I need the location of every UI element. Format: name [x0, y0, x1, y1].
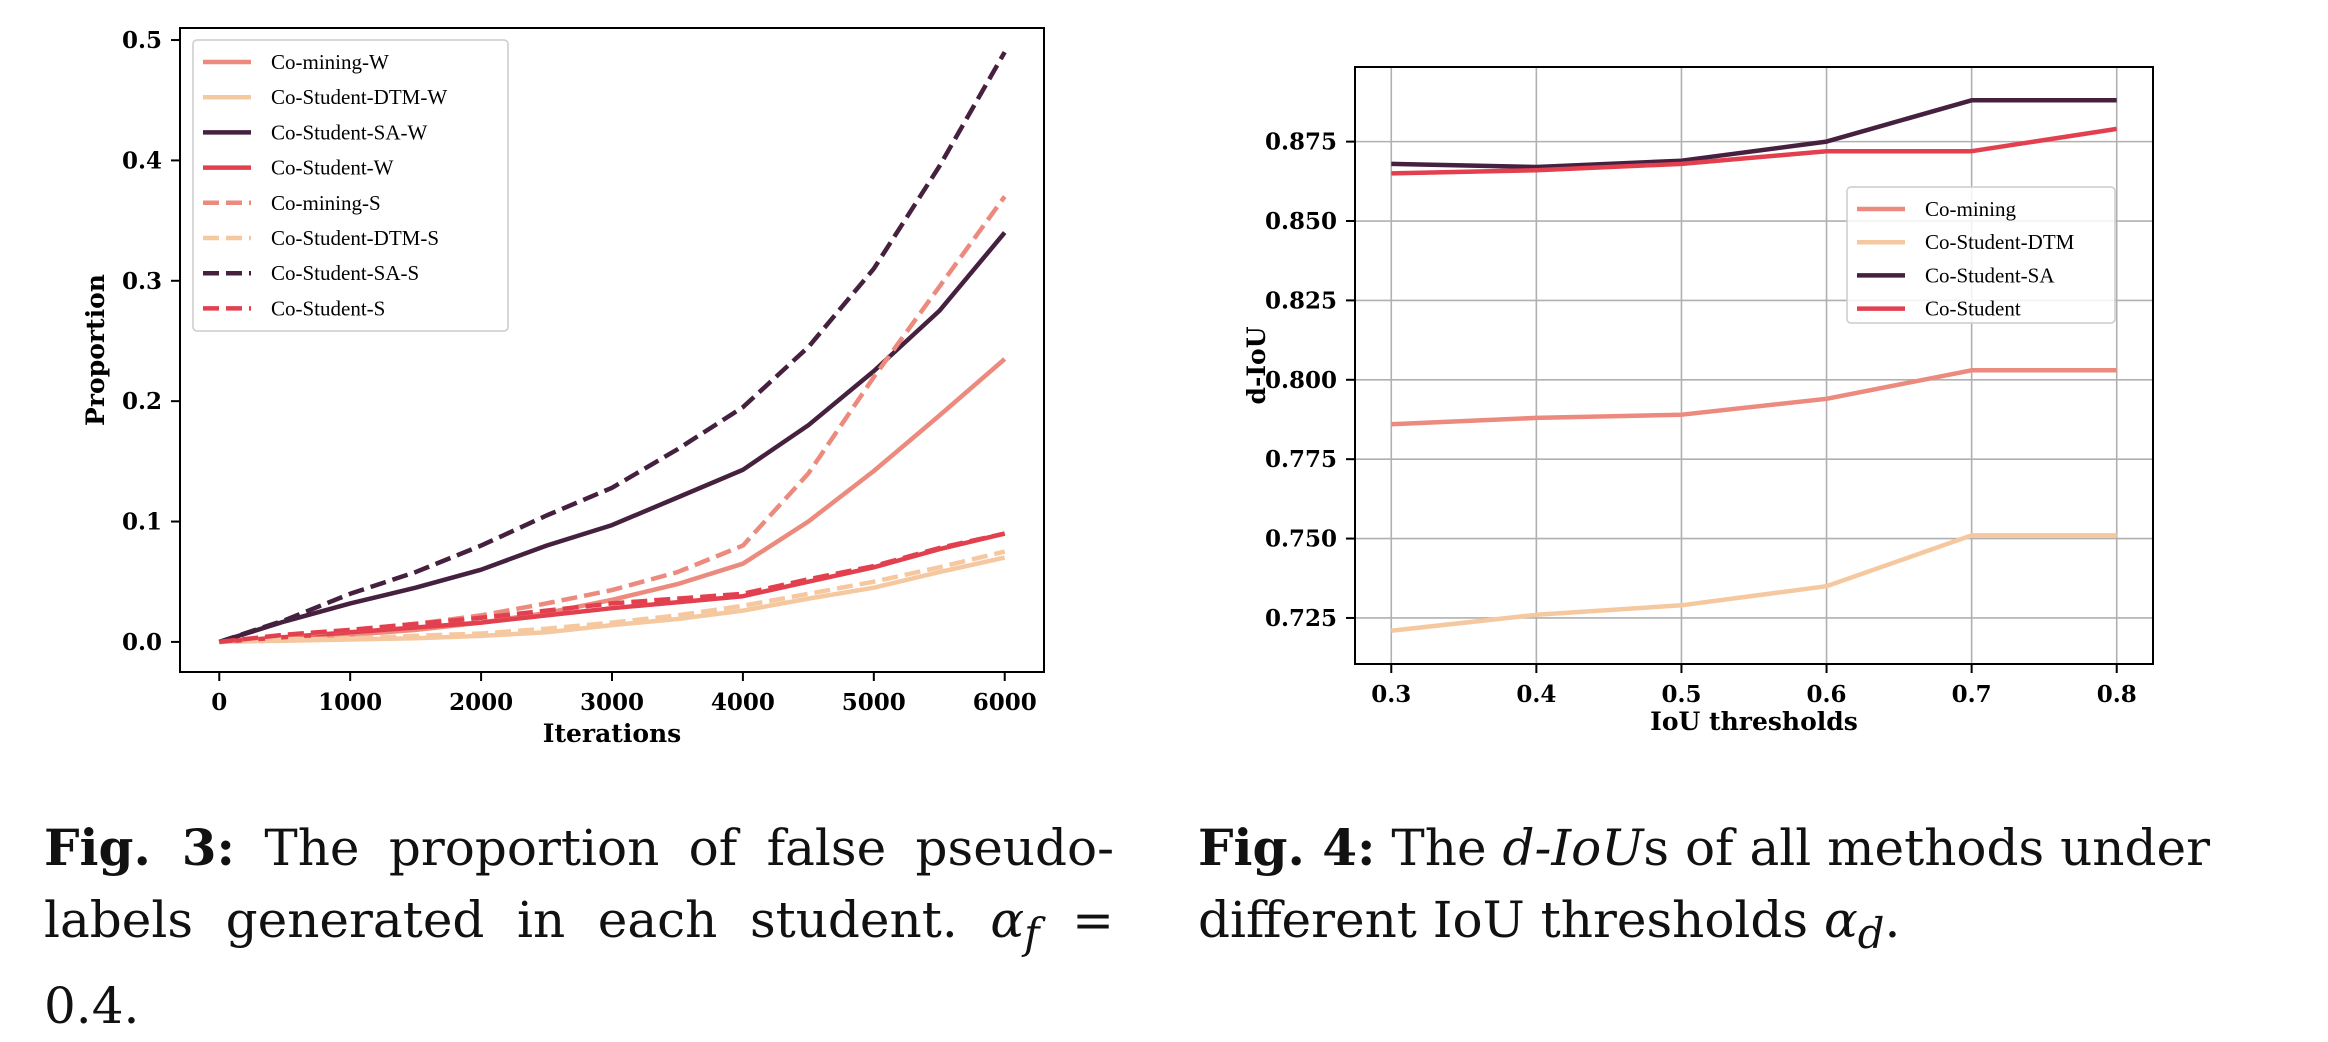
y-tick-label: 0.2 — [122, 388, 162, 415]
figure-3-alpha-sub: f — [1024, 909, 1040, 958]
legend-entry: Co-mining — [1925, 197, 2017, 221]
x-tick-label: 0.6 — [1807, 681, 1847, 708]
x-axis-label: Iterations — [543, 719, 682, 748]
legend-entry: Co-Student-SA — [1925, 263, 2055, 287]
figure-3-caption: Fig. 3: The proportion of false pseudo-l… — [44, 812, 1114, 1042]
y-tick-label: 0.3 — [122, 268, 162, 295]
legend-entry: Co-mining-S — [271, 191, 381, 215]
figure-4-label: Fig. 4: — [1198, 818, 1376, 877]
y-tick-label: 0.800 — [1265, 367, 1337, 394]
x-tick-label: 0.3 — [1371, 681, 1411, 708]
x-tick-label: 0 — [211, 689, 227, 716]
legend-entry: Co-mining-W — [271, 50, 389, 74]
figure-4-end: . — [1884, 891, 1901, 949]
series-line-co-student-sa-s — [218, 50, 1007, 645]
legend-entry: Co-Student-DTM-W — [271, 85, 447, 109]
legend-entry: Co-Student-S — [271, 296, 385, 320]
plot-frame — [1354, 66, 2154, 665]
figure-4-alpha: α — [1824, 891, 1858, 949]
y-tick-label: 0.875 — [1265, 129, 1337, 156]
series-line-co-student-s — [219, 531, 1006, 645]
chart-false-pseudo-label-proportion: 0 1000 2000 3000 4000 5000 6000 0.0 0.1 0.2 0.3 0.4… — [81, 27, 1045, 748]
x-tick-label: 0.4 — [1516, 681, 1556, 708]
chart-d-iou-vs-iou-threshold: 0.3 0.4 0.5 0.6 0.7 0.8 0.725 0.750 0.775 0.800 0.… — [1242, 66, 2154, 736]
legend: Co-mining-W Co-Student-DTM-W Co-Student-SA… — [192, 39, 509, 332]
y-tick-label: 0.850 — [1265, 208, 1337, 235]
x-tick-label: 5000 — [842, 689, 906, 716]
legend: Co-mining Co-Student-DTM Co-Student-SA Co-S… — [1846, 186, 2116, 324]
legend-entry: Co-Student-W — [271, 156, 394, 180]
series-line-co-student-sa-w — [218, 231, 1007, 645]
y-tick-label: 0.825 — [1265, 287, 1337, 314]
legend-entry: Co-Student — [1925, 297, 2021, 321]
y-tick-label: 0.725 — [1265, 605, 1337, 632]
x-tick-label: 6000 — [973, 689, 1037, 716]
figure-4-text-b: s of all methods under different IoU thr… — [1198, 819, 2210, 949]
x-tick-label: 2000 — [449, 689, 513, 716]
figure-4-alpha-sub: d — [1857, 909, 1885, 958]
legend-box — [1846, 186, 2116, 324]
y-tick-label: 0.4 — [122, 147, 162, 174]
series-line-co-student-dtm — [1391, 533, 2117, 633]
series-line-co-mining — [1391, 368, 2117, 427]
legend-entry: Co-Student-DTM-S — [271, 226, 439, 250]
x-axis-label: IoU thresholds — [1650, 707, 1858, 736]
y-tick-label: 0.750 — [1265, 526, 1337, 553]
y-tick-label: 0.5 — [122, 27, 162, 54]
y-axis-label: d-IoU — [1242, 326, 1271, 404]
figure-4-text-a: The — [1391, 819, 1487, 877]
series-line-co-student-dtm-s — [219, 549, 1006, 645]
series-line-co-mining-s — [219, 195, 1007, 645]
legend-box — [192, 39, 509, 332]
figure-4-metric: d-IoU — [1502, 819, 1644, 877]
x-tick-label: 0.5 — [1661, 681, 1701, 708]
y-tick-label: 0.0 — [122, 629, 162, 656]
y-tick-label: 0.1 — [122, 509, 162, 536]
legend-entry: Co-Student-DTM — [1925, 230, 2075, 254]
x-tick-label: 0.7 — [1952, 681, 1992, 708]
series-line-co-mining-w — [219, 357, 1007, 645]
x-tick-label: 0.8 — [2097, 681, 2137, 708]
figure-3-alpha: α — [990, 891, 1025, 949]
figure-3-alpha-value: = 0.4. — [44, 891, 1114, 1035]
y-tick-label: 0.775 — [1265, 446, 1337, 473]
x-tick-label: 1000 — [318, 689, 382, 716]
series-line-co-student — [1391, 126, 2118, 176]
x-tick-label: 3000 — [580, 689, 644, 716]
figure-3-label: Fig. 3: — [44, 818, 235, 877]
legend-entry: Co-Student-SA-W — [271, 120, 428, 144]
x-tick-label: 4000 — [711, 689, 775, 716]
figure-charts: 0 1000 2000 3000 4000 5000 6000 0.0 0.1 0.2 0.3 0.4… — [81, 27, 2154, 748]
legend-entry: Co-Student-SA-S — [271, 261, 419, 285]
series-line-co-student-sa — [1391, 98, 2117, 170]
figure-4-caption: Fig. 4: The d-IoUs of all methods under … — [1198, 812, 2318, 970]
y-axis-label: Proportion — [81, 274, 110, 426]
figure-3-text: The proportion of false pseudo-labels ge… — [44, 819, 1114, 949]
